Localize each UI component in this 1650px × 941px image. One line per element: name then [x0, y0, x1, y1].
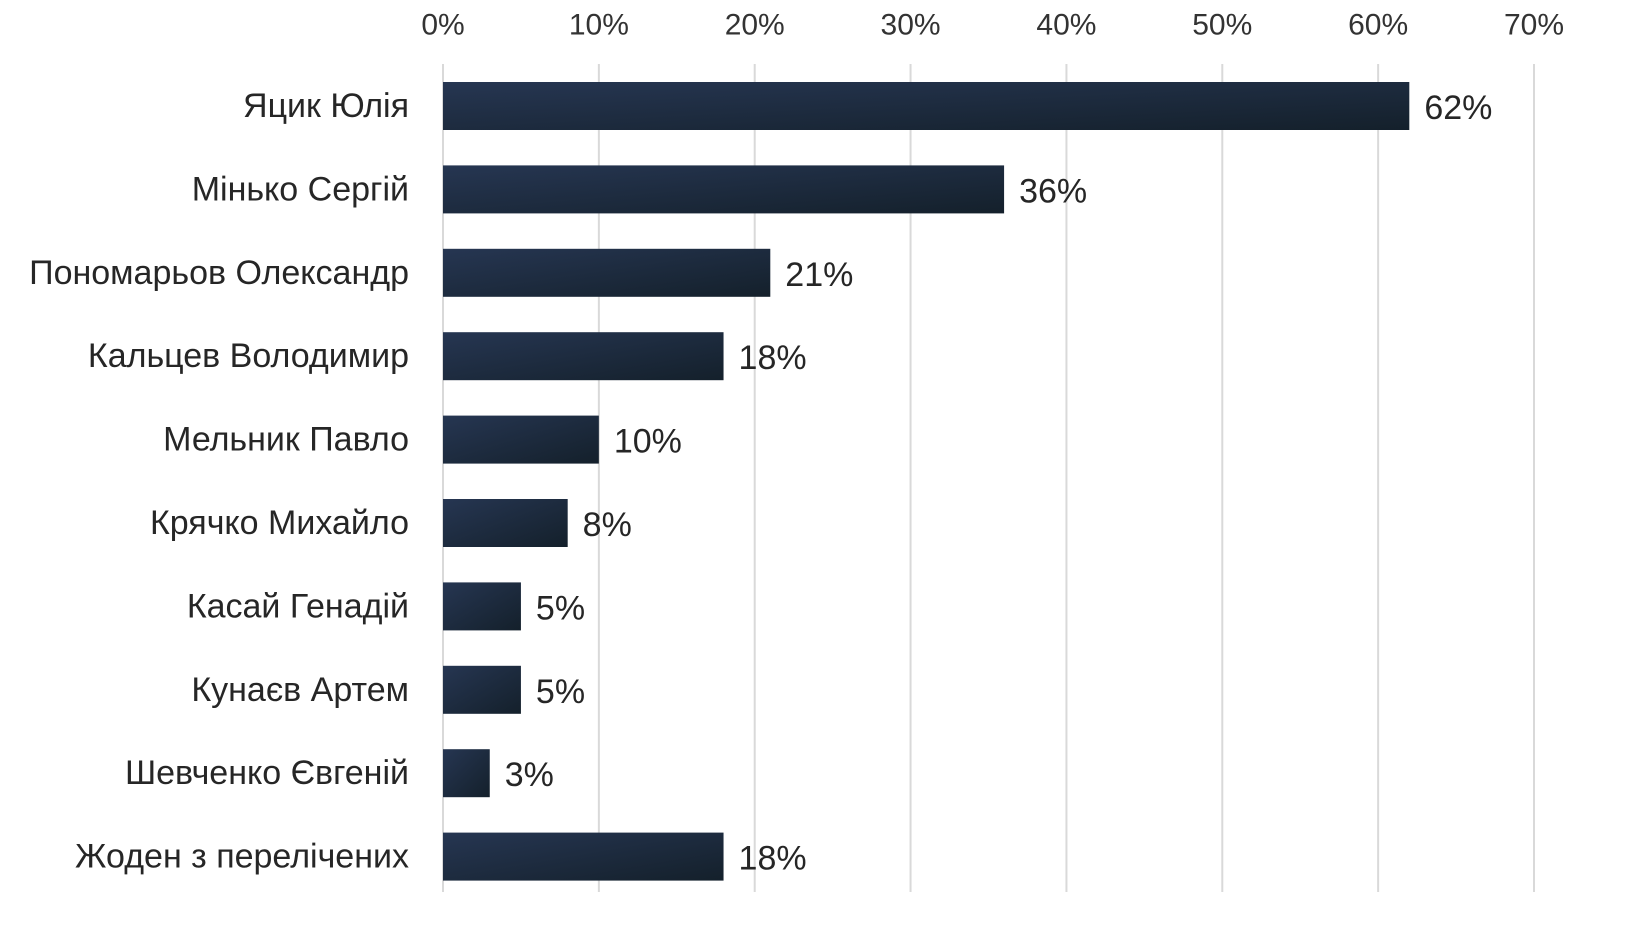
x-tick-label: 70% [1504, 9, 1564, 42]
data-label: 36% [1019, 172, 1087, 210]
data-label: 62% [1424, 89, 1492, 127]
category-label: Крячко Михайло [150, 504, 409, 542]
x-tick-label: 30% [881, 9, 941, 42]
x-tick-label: 10% [569, 9, 629, 42]
x-tick-label: 20% [725, 9, 785, 42]
category-label: Шевченко Євгеній [125, 754, 409, 792]
category-label: Кальцев Володимир [88, 337, 409, 375]
data-label: 5% [536, 673, 585, 711]
data-label: 3% [505, 756, 554, 794]
data-label: 5% [536, 589, 585, 627]
x-tick-label: 60% [1348, 9, 1408, 42]
bars [443, 82, 1410, 881]
category-label: Пономарьов Олександр [29, 254, 409, 292]
category-label: Мельник Павло [163, 421, 409, 459]
data-label: 10% [614, 423, 682, 461]
data-label: 18% [739, 339, 807, 377]
bar [443, 499, 568, 547]
category-label: Жоден з перелічених [75, 838, 409, 876]
x-tick-label: 40% [1036, 9, 1096, 42]
x-tick-label: 50% [1192, 9, 1252, 42]
category-label: Яцик Юлія [243, 87, 409, 125]
data-label: 18% [739, 840, 807, 878]
bar [443, 665, 521, 714]
data-labels: 62% 36% 21% 18% 10% 8% 5% 5% 3% 18% [505, 89, 1493, 878]
bar [443, 832, 724, 881]
bar [443, 332, 724, 381]
bar [443, 749, 490, 798]
category-label: Касай Генадій [187, 587, 409, 625]
bar [443, 165, 1005, 214]
bar [443, 415, 599, 464]
bar [443, 582, 521, 631]
bar [443, 248, 771, 297]
data-label: 21% [785, 256, 853, 294]
bar [443, 82, 1410, 130]
category-labels: Яцик Юлія Мінько Сергій Пономарьов Олексан… [29, 87, 409, 876]
x-tick-label: 0% [421, 9, 464, 42]
x-axis-tick-labels: 0% 10% 20% 30% 40% 50% 60% 70% [421, 9, 1564, 42]
category-label: Кунаєв Артем [191, 671, 409, 709]
data-label: 8% [583, 506, 632, 544]
category-label: Мінько Сергій [192, 170, 409, 208]
